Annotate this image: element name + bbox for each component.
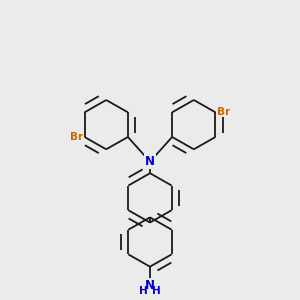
Text: H: H: [152, 286, 161, 296]
Text: Br: Br: [217, 107, 230, 117]
Text: H: H: [139, 286, 148, 296]
Text: N: N: [145, 155, 155, 168]
Text: Br: Br: [70, 132, 83, 142]
Text: N: N: [145, 279, 155, 292]
